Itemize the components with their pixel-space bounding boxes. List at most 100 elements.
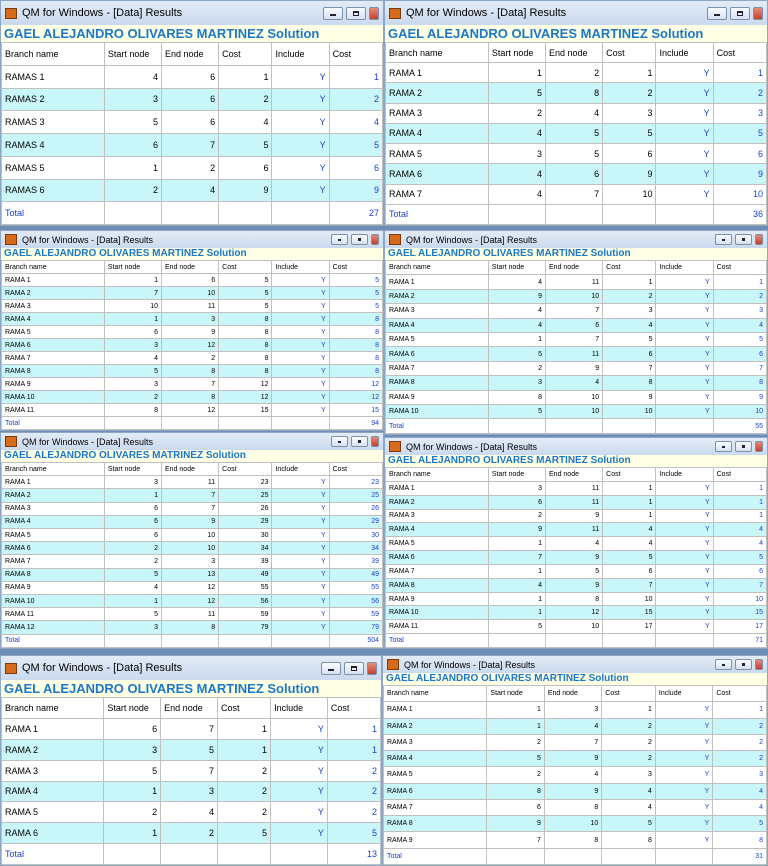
column-header: Branch name: [385, 41, 489, 64]
solution-heading: GAEL ALEJANDRO OLIVARES MATRINEZ Solutio…: [1, 450, 383, 462]
close-button[interactable]: [753, 6, 763, 20]
results-table: Branch name Start node End node Cost Include…: [1, 697, 381, 865]
close-button[interactable]: [755, 659, 763, 670]
cell: RAMA 1: [385, 62, 489, 84]
results-table: Branch name Start node End node Cost Include…: [1, 260, 383, 430]
maximize-button[interactable]: [346, 6, 366, 20]
cell: 2: [487, 508, 547, 524]
cell: RAMA 6: [385, 163, 489, 185]
cell: 2: [103, 390, 163, 404]
cell: 29: [218, 514, 273, 530]
empty-cell: [545, 418, 604, 434]
cell: 1: [486, 717, 545, 735]
cell: 1: [712, 480, 767, 496]
close-button[interactable]: [369, 6, 379, 20]
window-title: QM for Windows - [Data] Results: [22, 234, 154, 245]
close-button[interactable]: [371, 436, 379, 447]
cell: 26: [218, 501, 273, 516]
cell: 6: [487, 494, 547, 510]
column-header: Cost: [328, 461, 383, 477]
cell: Y: [655, 183, 714, 205]
cell: 30: [328, 528, 383, 543]
cell: 9: [545, 508, 604, 524]
cell: 2: [217, 801, 272, 824]
cell: 11: [545, 274, 604, 290]
cell: 2: [712, 733, 767, 752]
cell: 11: [545, 346, 604, 362]
maximize-button[interactable]: [735, 234, 752, 245]
empty-cell: [271, 633, 330, 648]
total-row: Total 13: [1, 843, 381, 865]
minimize-button[interactable]: [331, 436, 348, 447]
table-wrap: Branch name Start node End node Cost Include…: [1, 260, 383, 430]
cell: 6: [103, 133, 163, 157]
column-header: Branch name: [385, 259, 489, 276]
minimize-button[interactable]: [707, 6, 727, 20]
data-row: RAMA 10 5 10 10 Y 10: [385, 404, 767, 420]
cell: Y: [271, 488, 330, 503]
cell: Y: [655, 317, 714, 334]
cell: 79: [328, 620, 383, 635]
close-button[interactable]: [755, 441, 763, 452]
cell: 8: [602, 375, 657, 391]
cell: 2: [601, 733, 656, 752]
table-wrap: Branch name Start node End node Cost Include…: [385, 259, 767, 434]
results-window: QM for Windows - [Data] Results GAEL ALEJ…: [384, 0, 768, 226]
cell: 5: [602, 550, 657, 565]
cell: 4: [545, 102, 604, 124]
empty-cell: [487, 203, 547, 225]
cell: 5: [712, 122, 767, 145]
cell: RAMA 1: [1, 717, 105, 740]
minimize-button[interactable]: [321, 661, 341, 675]
minimize-button[interactable]: [715, 441, 732, 452]
cell: Y: [655, 522, 714, 538]
cell: Y: [654, 798, 714, 817]
cell: Y: [655, 605, 714, 621]
maximize-button[interactable]: [730, 6, 750, 20]
cell: RAMA 5: [1, 528, 105, 543]
cell: 1: [602, 62, 657, 84]
cell: 2: [326, 801, 381, 824]
cell: Y: [655, 346, 714, 362]
cell: 4: [601, 798, 656, 817]
cell: RAMA 11: [385, 619, 489, 635]
cell: Y: [271, 64, 330, 89]
total-label: Total: [1, 633, 105, 648]
results-table: Branch name Start node End node Cost Include…: [385, 259, 767, 434]
cell: Y: [271, 87, 330, 112]
cell: 3: [712, 102, 767, 124]
close-button[interactable]: [755, 234, 763, 245]
minimize-button[interactable]: [715, 234, 732, 245]
total-value: 27: [328, 201, 383, 225]
empty-cell: [270, 843, 328, 865]
close-button[interactable]: [371, 234, 379, 245]
cell: 8: [161, 390, 220, 404]
table-wrap: Branch name Start node End node Cost Include…: [383, 684, 767, 865]
cell: 8: [712, 831, 767, 849]
close-button[interactable]: [367, 661, 377, 675]
cell: 8: [161, 364, 220, 378]
cell: RAMA 3: [1, 299, 105, 313]
cell: 4: [103, 64, 163, 89]
cell: 12: [161, 580, 220, 596]
minimize-button[interactable]: [331, 234, 348, 245]
maximize-button[interactable]: [735, 441, 752, 452]
maximize-button[interactable]: [351, 436, 368, 447]
data-row: RAMA 11 5 10 17 Y 17: [385, 619, 767, 635]
maximize-button[interactable]: [351, 234, 368, 245]
cell: 11: [545, 494, 604, 510]
cell: 1: [487, 62, 547, 84]
data-row: RAMA 2 9 10 2 Y 2: [385, 288, 767, 305]
cell: 6: [486, 798, 545, 817]
cell: 39: [328, 554, 383, 569]
maximize-button[interactable]: [735, 659, 752, 670]
minimize-button[interactable]: [323, 6, 343, 20]
cell: 5: [328, 299, 383, 313]
maximize-button[interactable]: [344, 661, 364, 675]
cell: 1: [103, 822, 162, 845]
column-header: Include: [655, 41, 714, 64]
minimize-button[interactable]: [715, 659, 732, 670]
